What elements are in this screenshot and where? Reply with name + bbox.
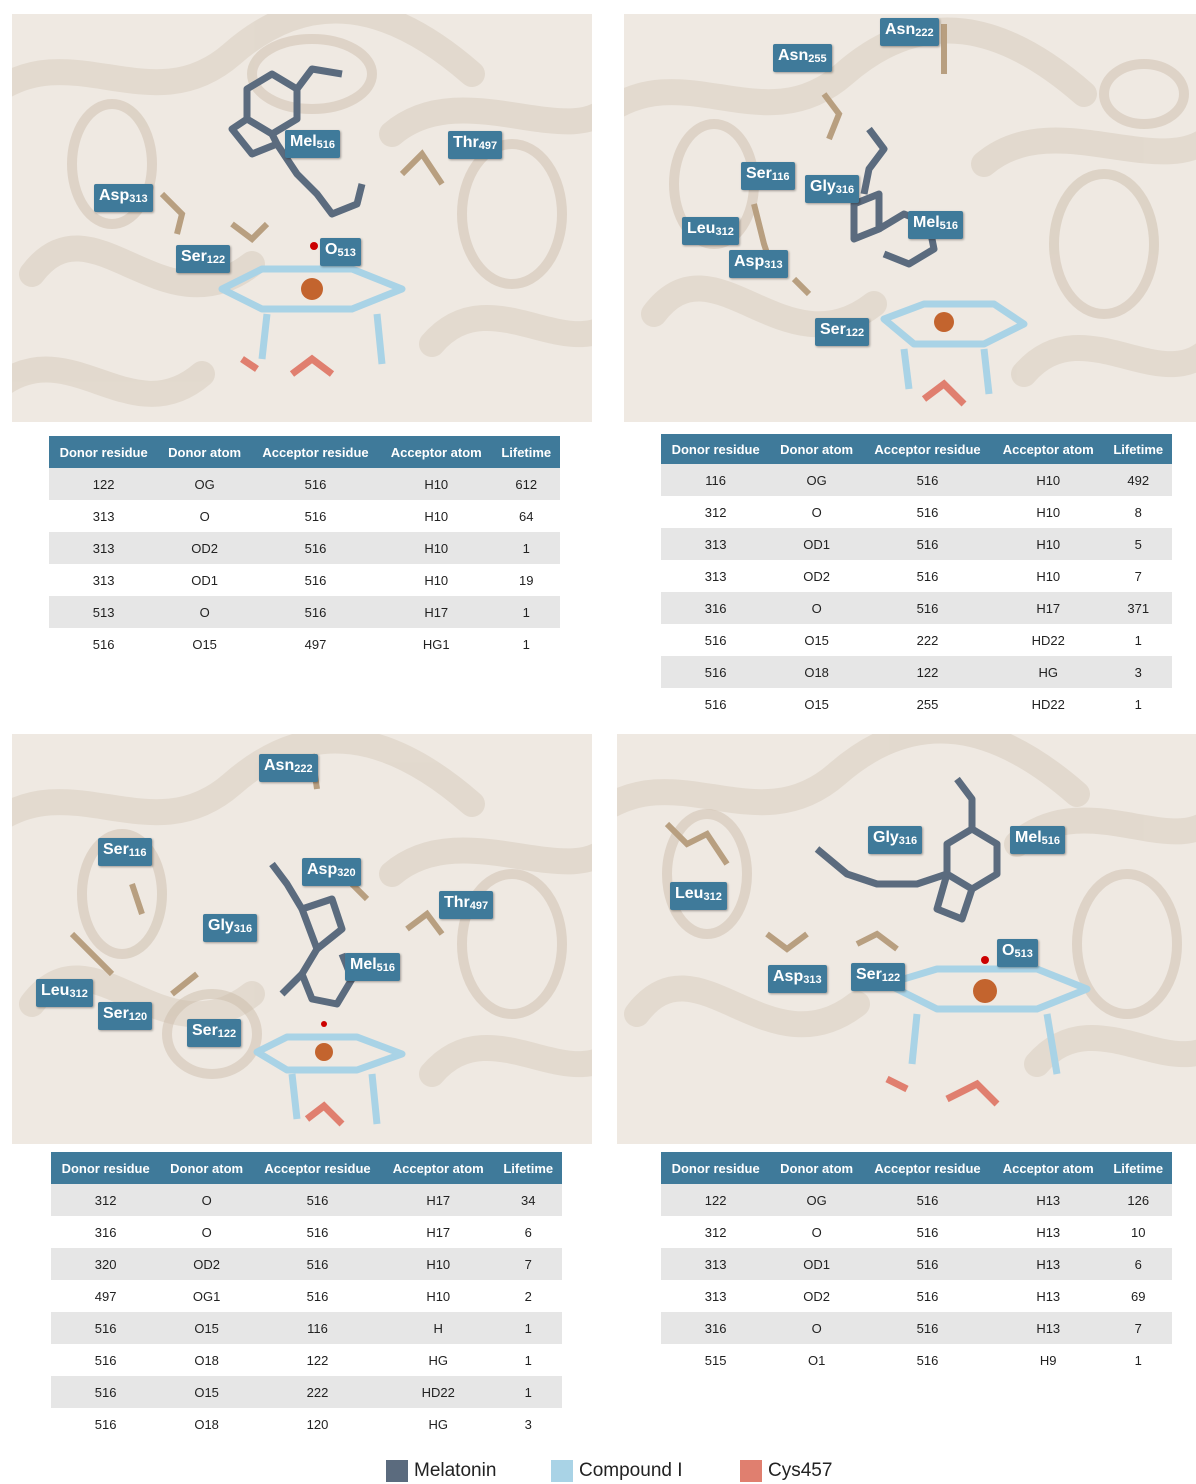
table-row: 312 O 516 H10 8 [661, 496, 1172, 528]
table-row: 516 O18 120 HG 3 [51, 1408, 562, 1440]
table-row: 516 O18 122 HG 3 [661, 656, 1172, 688]
panel-a-molecule-render [12, 14, 592, 407]
table-row: 516 O15 116 H 1 [51, 1312, 562, 1344]
panel-d-label-ser122: Ser122 [851, 963, 906, 991]
table-header: Acceptor residue [253, 1152, 383, 1184]
table-header: Acceptor atom [992, 1152, 1105, 1184]
panel-a-label-mel516: Mel516 [285, 130, 341, 158]
panel-d-molecule-render [617, 734, 1196, 1107]
color-legend: Melatonin Compound I Cys457 [0, 1460, 1196, 1484]
table-header: Lifetime [1104, 434, 1172, 464]
table-row: 515 O1 516 H9 1 [661, 1344, 1172, 1376]
panel-d-label-leu312: Leu312 [670, 882, 727, 910]
legend-label: Compound I [579, 1460, 683, 1481]
table-row: 122 OG 516 H10 612 [49, 468, 560, 500]
panel-b-label-ser122: Ser122 [815, 318, 870, 346]
panel-c-label-asp320: Asp320 [302, 858, 361, 886]
legend-swatch [551, 1460, 573, 1482]
panel-c-hbond-table: Donor residue Donor atom Acceptor residu… [51, 1152, 562, 1440]
panel-d-structure [617, 734, 1196, 1144]
panel-a-structure [12, 14, 592, 422]
table-header: Donor residue [661, 1152, 771, 1184]
table-row: 313 OD1 516 H10 19 [49, 564, 560, 596]
table-header: Donor residue [51, 1152, 161, 1184]
table-row: 497 OG1 516 H10 2 [51, 1280, 562, 1312]
panel-a-label-asp313: Asp313 [94, 184, 153, 212]
legend-label: Melatonin [414, 1460, 497, 1481]
panel-a-label-thr497: Thr497 [448, 131, 503, 159]
table-header: Donor residue [49, 436, 159, 468]
panel-b-label-leu312: Leu312 [682, 217, 739, 245]
table-header: Acceptor residue [863, 434, 993, 464]
table-header: Donor atom [770, 434, 863, 464]
panel-c-label-ser116: Ser116 [98, 838, 152, 866]
legend-item-compound-i: Compound I [551, 1460, 683, 1482]
panel-d-hbond-table: Donor residue Donor atom Acceptor residu… [661, 1152, 1172, 1376]
panel-a-label-ser122: Ser122 [176, 245, 231, 273]
legend-label: Cys457 [768, 1460, 833, 1481]
panel-c-label-thr497: Thr497 [439, 891, 494, 919]
table-row: 313 OD1 516 H10 5 [661, 528, 1172, 560]
table-row: 313 OD2 516 H10 1 [49, 532, 560, 564]
panel-b-label-ser116: Ser116 [741, 162, 795, 190]
table-header: Lifetime [494, 1152, 562, 1184]
table-row: 316 O 516 H17 6 [51, 1216, 562, 1248]
panel-c-label-asn222: Asn222 [259, 754, 318, 782]
panel-a-hbond-table: Donor residue Donor atom Acceptor residu… [49, 436, 560, 660]
table-row: 313 O 516 H10 64 [49, 500, 560, 532]
panel-c-structure [12, 734, 592, 1144]
legend-swatch [740, 1460, 762, 1482]
table-row: 320 OD2 516 H10 7 [51, 1248, 562, 1280]
table-row: 516 O15 497 HG1 1 [49, 628, 560, 660]
table-row: 313 OD2 516 H10 7 [661, 560, 1172, 592]
table-header: Lifetime [492, 436, 560, 468]
table-row: 516 O18 122 HG 1 [51, 1344, 562, 1376]
panel-b-label-gly316: Gly316 [805, 175, 860, 203]
panel-a-label-o513: O513 [320, 238, 361, 266]
table-header: Lifetime [1104, 1152, 1172, 1184]
table-row: 516 O15 222 HD22 1 [51, 1376, 562, 1408]
panel-d-label-gly316: Gly316 [868, 826, 923, 854]
table-row: 316 O 516 H17 371 [661, 592, 1172, 624]
table-row: 516 O15 255 HD22 1 [661, 688, 1172, 720]
table-header: Donor atom [158, 436, 251, 468]
panel-b-label-asn255: Asn255 [773, 44, 832, 72]
table-row: 313 OD1 516 H13 6 [661, 1248, 1172, 1280]
table-row: 316 O 516 H13 7 [661, 1312, 1172, 1344]
table-header: Acceptor residue [251, 436, 381, 468]
panel-d-label-asp313: Asp313 [768, 965, 827, 993]
panel-c-label-ser120: Ser120 [98, 1002, 153, 1030]
table-row: 116 OG 516 H10 492 [661, 464, 1172, 496]
table-header: Donor atom [770, 1152, 863, 1184]
table-row: 312 O 516 H17 34 [51, 1184, 562, 1216]
table-row: 122 OG 516 H13 126 [661, 1184, 1172, 1216]
table-row: 313 OD2 516 H13 69 [661, 1280, 1172, 1312]
table-row: 516 O15 222 HD22 1 [661, 624, 1172, 656]
table-header: Acceptor atom [382, 1152, 495, 1184]
table-row: 513 O 516 H17 1 [49, 596, 560, 628]
legend-swatch [386, 1460, 408, 1482]
panel-d-label-mel516: Mel516 [1010, 826, 1066, 854]
panel-c-molecule-render [12, 734, 592, 1127]
table-header: Acceptor residue [863, 1152, 993, 1184]
panel-c-label-mel516: Mel516 [345, 953, 401, 981]
panel-b-hbond-table: Donor residue Donor atom Acceptor residu… [661, 434, 1172, 720]
table-header: Acceptor atom [992, 434, 1105, 464]
panel-c-label-gly316: Gly316 [203, 914, 258, 942]
panel-c-label-leu312: Leu312 [36, 979, 93, 1007]
table-row: 312 O 516 H13 10 [661, 1216, 1172, 1248]
table-header: Donor residue [661, 434, 771, 464]
panel-b-label-mel516: Mel516 [908, 211, 964, 239]
table-header: Donor atom [160, 1152, 253, 1184]
panel-b-label-asn222: Asn222 [880, 18, 939, 46]
panel-d-label-o513: O513 [997, 939, 1038, 967]
legend-item-melatonin: Melatonin [386, 1460, 496, 1482]
panel-c-label-ser122: Ser122 [187, 1019, 242, 1047]
table-header: Acceptor atom [380, 436, 493, 468]
panel-b-label-asp313: Asp313 [729, 250, 788, 278]
legend-item-cys457: Cys457 [740, 1460, 832, 1482]
